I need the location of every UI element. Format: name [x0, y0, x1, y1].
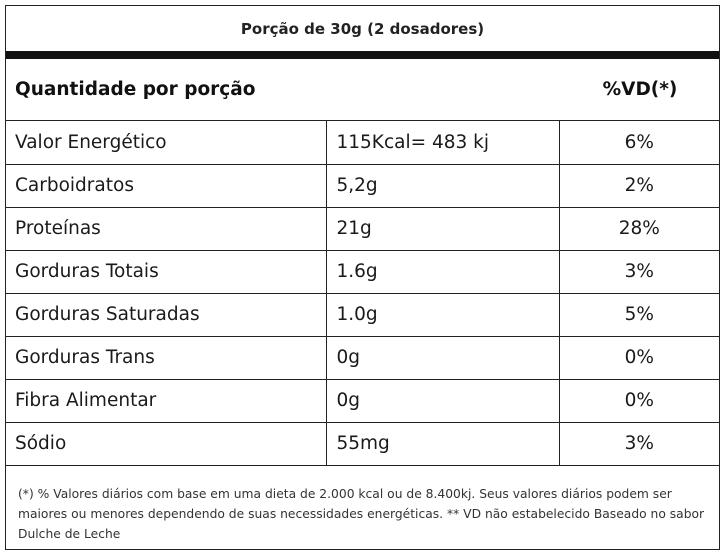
- nutrient-vd: 0%: [559, 379, 719, 423]
- portion-size: Porção de 30g (2 dosadores): [240, 19, 485, 38]
- nutrient-amount: 1.6g: [326, 250, 560, 294]
- footnote: (*) % Valores diários com base em uma di…: [18, 487, 705, 541]
- nutrient-vd: 28%: [559, 207, 719, 251]
- nutrient-amount: 55mg: [326, 422, 560, 466]
- table-row: Gorduras Totais 1.6g 3%: [6, 250, 719, 294]
- nutrient-name: Fibra Alimentar: [6, 379, 327, 423]
- nutrient-name: Gorduras Trans: [6, 336, 327, 380]
- nutrient-amount: 5,2g: [326, 164, 560, 208]
- table-row: Valor Energético 115Kcal= 483 kj 6%: [6, 121, 719, 165]
- table-row: Fibra Alimentar 0g 0%: [6, 379, 719, 423]
- nutrient-vd: 3%: [559, 250, 719, 294]
- header-vd-label: %VD(*): [602, 79, 678, 100]
- table-row: Gorduras Saturadas 1.0g 5%: [6, 293, 719, 337]
- nutrient-vd: 0%: [559, 336, 719, 380]
- nutrient-name: Gorduras Saturadas: [6, 293, 327, 337]
- table-row: Carboidratos 5,2g 2%: [6, 164, 719, 208]
- nutrient-name: Valor Energético: [6, 121, 327, 165]
- nutrient-name: Carboidratos: [6, 164, 327, 208]
- nutrition-facts-table: Porção de 30g (2 dosadores) Quantidade p…: [5, 5, 720, 550]
- nutrient-amount: 115Kcal= 483 kj: [326, 121, 560, 165]
- nutrient-amount: 0g: [326, 379, 560, 423]
- nutrient-name: Sódio: [6, 422, 327, 466]
- nutrient-amount: 1.0g: [326, 293, 560, 337]
- nutrient-vd: 2%: [559, 164, 719, 208]
- table-row: Sódio 55mg 3%: [6, 422, 719, 466]
- table-row: Gorduras Trans 0g 0%: [6, 336, 719, 380]
- nutrient-amount: 0g: [326, 336, 560, 380]
- table-row: Proteínas 21g 28%: [6, 207, 719, 251]
- nutrient-amount: 21g: [326, 207, 560, 251]
- nutrient-name: Proteínas: [6, 207, 327, 251]
- table-header: Quantidade por porção %VD(*): [6, 59, 719, 121]
- thick-divider: [6, 51, 719, 59]
- nutrient-vd: 6%: [559, 121, 719, 165]
- nutrient-table-body: Valor Energético 115Kcal= 483 kj 6% Carboid…: [6, 121, 719, 466]
- nutrient-name: Gorduras Totais: [6, 250, 327, 294]
- nutrient-table: Valor Energético 115Kcal= 483 kj 6% Carboid…: [6, 121, 719, 466]
- nutrient-vd: 3%: [559, 422, 719, 466]
- header-quantity-label: Quantidade por porção: [15, 79, 256, 100]
- nutrient-vd: 5%: [559, 293, 719, 337]
